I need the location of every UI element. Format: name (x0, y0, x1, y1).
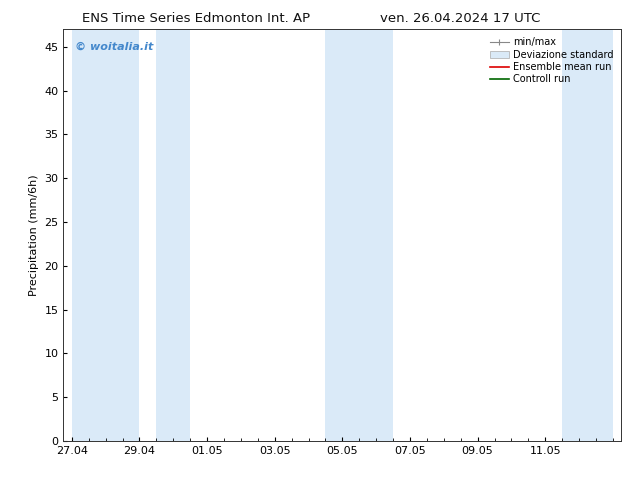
Y-axis label: Precipitation (mm/6h): Precipitation (mm/6h) (29, 174, 39, 296)
Bar (325, 29, 393, 441)
Legend: min/max, Deviazione standard, Ensemble mean run, Controll run: min/max, Deviazione standard, Ensemble m… (487, 34, 616, 87)
Bar (562, 29, 613, 441)
Text: ven. 26.04.2024 17 UTC: ven. 26.04.2024 17 UTC (380, 12, 541, 25)
Bar (157, 29, 190, 441)
Text: © woitalia.it: © woitalia.it (75, 42, 153, 52)
Text: ENS Time Series Edmonton Int. AP: ENS Time Series Edmonton Int. AP (82, 12, 311, 25)
Bar (72, 29, 139, 441)
